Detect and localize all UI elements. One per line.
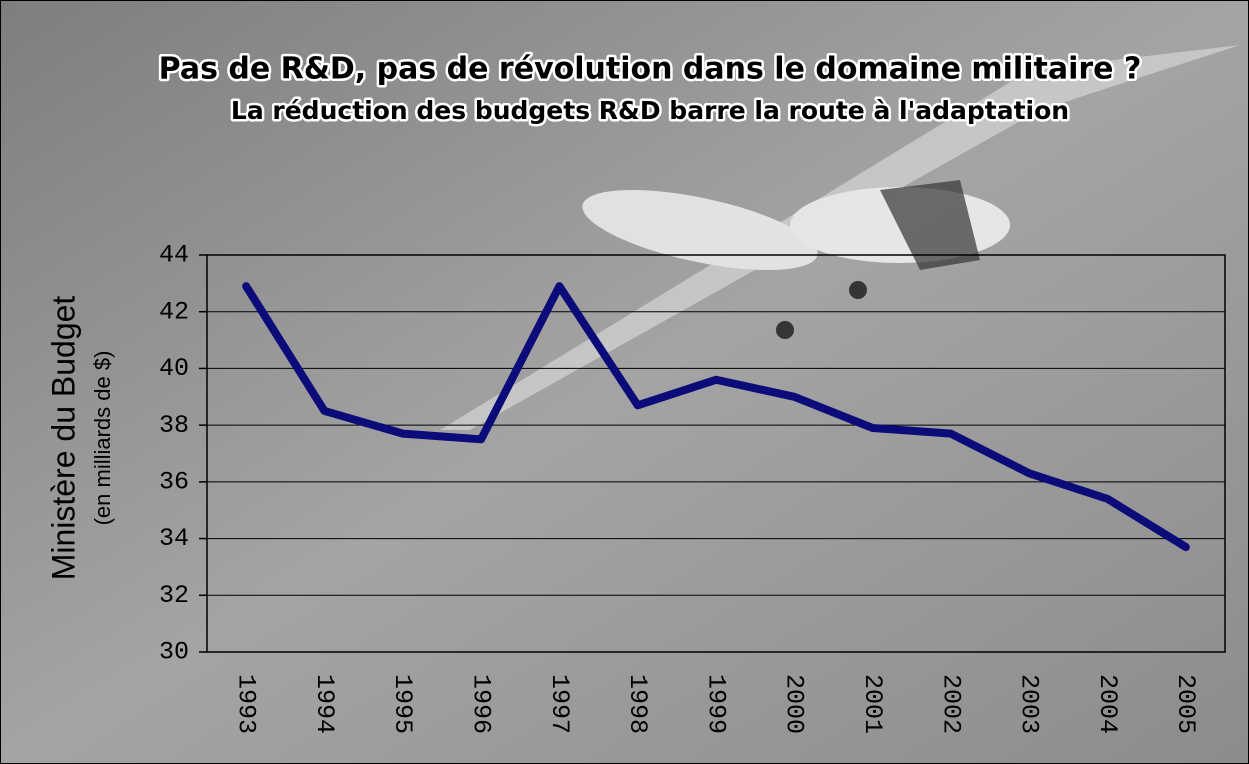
- chart-subtitle: La réduction des budgets R&D barre la ro…: [231, 96, 1069, 125]
- x-tick-label: 2002: [936, 674, 965, 734]
- y-tick-label: 42: [159, 297, 189, 326]
- y-tick-label: 40: [159, 354, 189, 383]
- x-tick-label: 2004: [1093, 674, 1122, 734]
- y-tick-label: 38: [159, 411, 189, 440]
- x-tick-label: 1999: [701, 674, 730, 734]
- x-tick-label: 2005: [1171, 674, 1200, 734]
- y-axis-subtitle: (en milliards de $): [90, 351, 115, 526]
- x-tick-label: 2001: [858, 674, 887, 734]
- x-tick-label: 1998: [623, 674, 652, 734]
- x-tick-label: 1997: [545, 674, 574, 734]
- x-tick-label: 1993: [232, 674, 261, 734]
- y-tick-label: 34: [159, 524, 189, 553]
- x-tick-label: 1996: [466, 674, 495, 734]
- drone-illustration: [440, 45, 1240, 430]
- x-tick-label: 1994: [310, 674, 339, 734]
- y-tick-label: 30: [159, 638, 189, 667]
- data-line: [242, 282, 1190, 552]
- x-tick-label: 2003: [1015, 674, 1044, 734]
- y-tick-label: 32: [159, 581, 189, 610]
- y-axis-title: Ministère du Budget: [45, 296, 81, 581]
- x-tick-label: 1995: [388, 674, 417, 734]
- y-tick-label: 44: [159, 241, 189, 270]
- chart-title: Pas de R&D, pas de révolution dans le do…: [159, 52, 1142, 87]
- x-tick-label: 2000: [780, 674, 809, 734]
- y-tick-label: 36: [159, 467, 189, 496]
